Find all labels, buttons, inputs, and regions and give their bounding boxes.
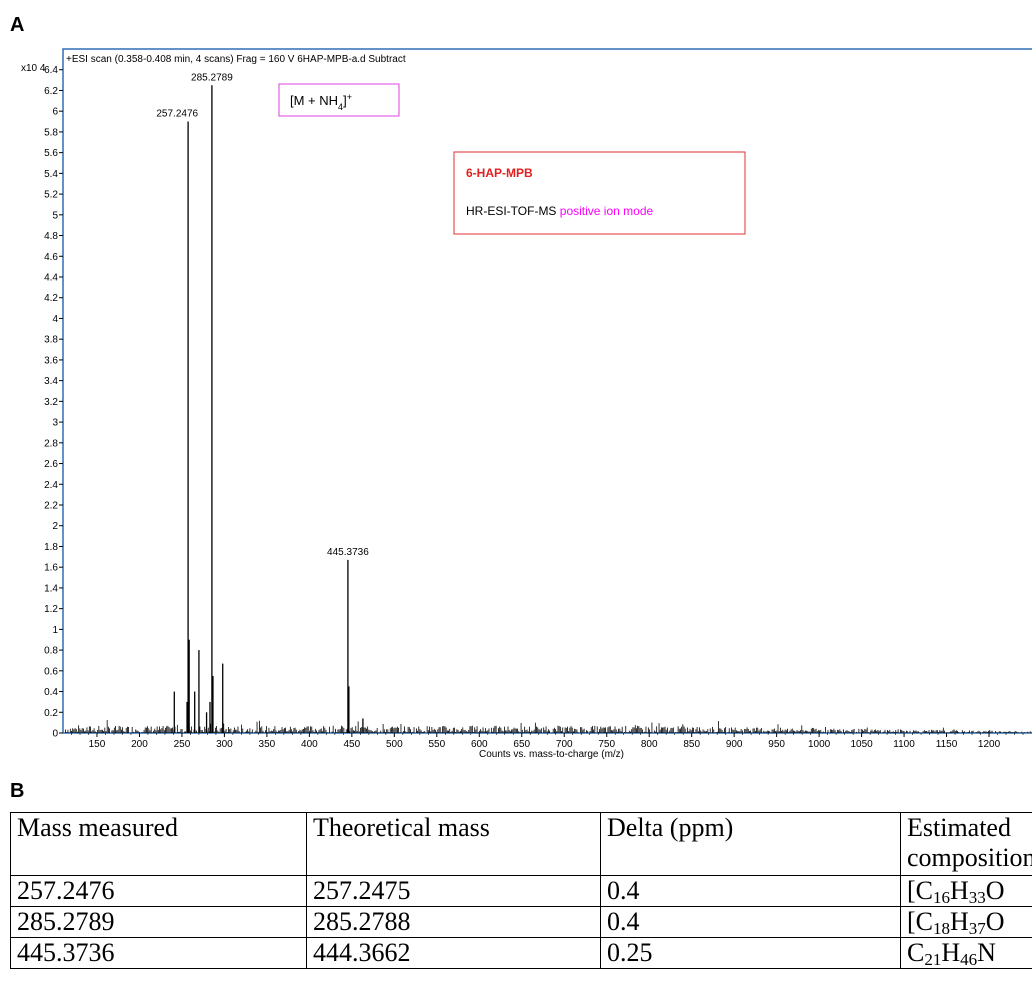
x-tick-label: 200 bbox=[131, 739, 148, 750]
x-tick-label: 1000 bbox=[808, 739, 831, 750]
y-tick-label: 3.8 bbox=[44, 335, 58, 346]
cell-mass-measured: 285.2789 bbox=[10, 906, 307, 938]
header-composition: Estimated composition bbox=[900, 812, 1032, 876]
header-mass-measured: Mass measured bbox=[10, 812, 307, 876]
cell-delta: 0.25 bbox=[600, 937, 901, 969]
cell-delta: 0.4 bbox=[600, 875, 901, 907]
cell-theoretical-mass: 444.3662 bbox=[306, 937, 601, 969]
x-tick-label: 950 bbox=[768, 739, 785, 750]
y-tick-label: 1.6 bbox=[44, 563, 58, 574]
cell-mass-measured: 257.2476 bbox=[10, 875, 307, 907]
table-row: 285.2789 285.2788 0.4 [C18H37O bbox=[10, 906, 1032, 938]
adduct-label: [M + NH4]+ bbox=[290, 92, 352, 112]
y-tick-label: 2.4 bbox=[44, 480, 58, 491]
adduct-box bbox=[278, 83, 400, 117]
info-box bbox=[453, 151, 746, 235]
peak-label: 257.2476 bbox=[156, 109, 198, 120]
peak-label: 445.3736 bbox=[327, 547, 369, 558]
y-tick-label: 0.8 bbox=[44, 646, 58, 657]
y-tick-label: 5.6 bbox=[44, 148, 58, 159]
y-tick-label: 4 bbox=[52, 314, 58, 325]
x-axis-label: Counts vs. mass-to-charge (m/z) bbox=[479, 749, 624, 760]
x-tick-label: 400 bbox=[301, 739, 318, 750]
cell-composition: [C16H33O bbox=[900, 875, 1032, 907]
x-tick-label: 250 bbox=[174, 739, 191, 750]
x-tick-label: 350 bbox=[259, 739, 276, 750]
panel-a-label: A bbox=[10, 14, 25, 36]
compound-name: 6-HAP-MPB bbox=[466, 166, 533, 180]
y-tick-label: 0.6 bbox=[44, 666, 58, 677]
y-tick-label: 5 bbox=[52, 210, 58, 221]
y-tick-label: 1.2 bbox=[44, 604, 58, 615]
x-tick-label: 500 bbox=[386, 739, 403, 750]
y-tick-label: 3 bbox=[52, 418, 58, 429]
mass-spectrum-chart: +ESI scan (0.358-0.408 min, 4 scans) Fra… bbox=[21, 48, 1032, 760]
table-row: 445.3736 444.3662 0.25 C21H46N bbox=[10, 937, 1032, 969]
cell-theoretical-mass: 257.2475 bbox=[306, 875, 601, 907]
y-tick-label: 3.6 bbox=[44, 355, 58, 366]
y-tick-label: 4.6 bbox=[44, 252, 58, 263]
y-tick-label: 6.2 bbox=[44, 86, 58, 97]
cell-composition: [C18H37O bbox=[900, 906, 1032, 938]
y-tick-label: 2 bbox=[52, 521, 58, 532]
peak-label: 285.2789 bbox=[191, 72, 233, 83]
x-tick-label: 450 bbox=[344, 739, 361, 750]
results-table: Mass measured Theoretical mass Delta (pp… bbox=[10, 812, 1032, 969]
x-tick-label: 1150 bbox=[936, 739, 958, 750]
x-tick-label: 800 bbox=[641, 739, 658, 750]
y-tick-label: 4.8 bbox=[44, 231, 58, 242]
header-delta: Delta (ppm) bbox=[600, 812, 901, 876]
cell-delta: 0.4 bbox=[600, 906, 901, 938]
y-tick-label: 0.4 bbox=[44, 687, 58, 698]
y-tick-label: 5.2 bbox=[44, 190, 58, 201]
y-tick-label: 2.2 bbox=[44, 501, 58, 512]
x-tick-label: 550 bbox=[428, 739, 445, 750]
y-multiplier: x10 4 bbox=[21, 63, 46, 74]
y-tick-label: 5.8 bbox=[44, 127, 58, 138]
cell-composition: C21H46N bbox=[900, 937, 1032, 969]
method-label: HR-ESI-TOF-MS positive ion mode bbox=[466, 204, 653, 218]
y-tick-label: 3.4 bbox=[44, 376, 58, 387]
table-row: 257.2476 257.2475 0.4 [C16H33O bbox=[10, 875, 1032, 907]
y-tick-label: 3.2 bbox=[44, 397, 58, 408]
y-tick-label: 4.4 bbox=[44, 273, 58, 284]
chart-title: +ESI scan (0.358-0.408 min, 4 scans) Fra… bbox=[66, 54, 406, 65]
y-tick-label: 2.8 bbox=[44, 438, 58, 449]
y-tick-label: 0 bbox=[52, 729, 58, 740]
header-theoretical-mass: Theoretical mass bbox=[306, 812, 601, 876]
x-tick-label: 1100 bbox=[893, 739, 915, 750]
panel-b-label: B bbox=[10, 780, 25, 802]
cell-theoretical-mass: 285.2788 bbox=[306, 906, 601, 938]
x-tick-label: 700 bbox=[556, 739, 573, 750]
x-tick-label: 150 bbox=[89, 739, 106, 750]
plot-frame bbox=[62, 48, 1032, 734]
y-tick-label: 2.6 bbox=[44, 459, 58, 470]
y-tick-label: 6.4 bbox=[44, 65, 58, 76]
x-tick-label: 600 bbox=[471, 739, 488, 750]
y-tick-label: 6 bbox=[52, 107, 58, 118]
table-header-row: Mass measured Theoretical mass Delta (pp… bbox=[10, 812, 1032, 876]
x-tick-label: 300 bbox=[216, 739, 233, 750]
x-tick-label: 1200 bbox=[978, 739, 1001, 750]
x-tick-label: 1050 bbox=[850, 739, 873, 750]
y-tick-label: 1 bbox=[52, 625, 58, 636]
x-tick-label: 650 bbox=[513, 739, 530, 750]
y-tick-label: 5.4 bbox=[44, 169, 58, 180]
cell-mass-measured: 445.3736 bbox=[10, 937, 307, 969]
mass-spectrum-svg: +ESI scan (0.358-0.408 min, 4 scans) Fra… bbox=[21, 48, 1032, 760]
y-tick-label: 0.2 bbox=[44, 708, 58, 719]
x-tick-label: 900 bbox=[726, 739, 743, 750]
y-tick-label: 4.2 bbox=[44, 293, 58, 304]
y-tick-label: 1.8 bbox=[44, 542, 58, 553]
x-tick-label: 850 bbox=[683, 739, 700, 750]
y-tick-label: 1.4 bbox=[44, 583, 58, 594]
x-tick-label: 750 bbox=[598, 739, 615, 750]
